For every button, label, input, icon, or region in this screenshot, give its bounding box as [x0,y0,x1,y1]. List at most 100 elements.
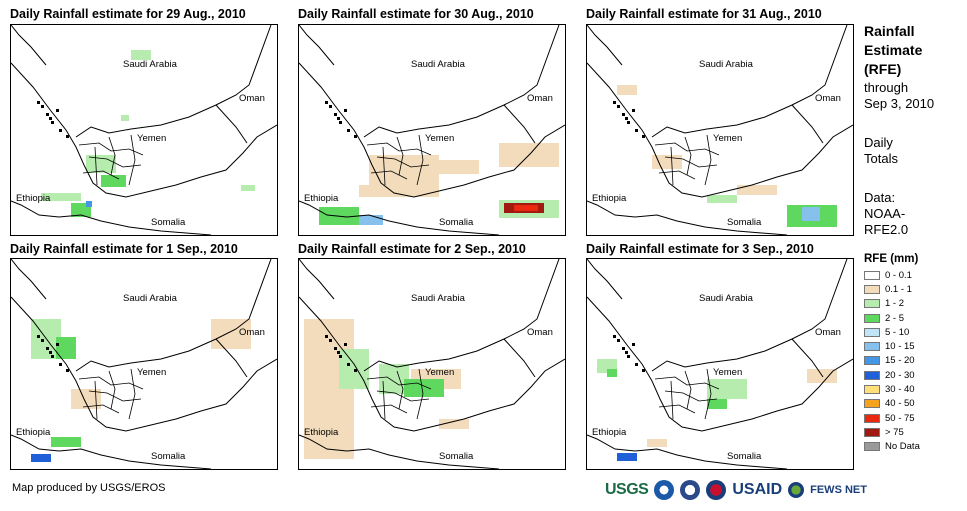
legend-item: > 75 [864,425,920,439]
country-label-oman: Oman [527,93,553,104]
panel-title: Daily Rainfall estimate for 2 Sep., 2010 [298,242,526,256]
country-label-saudi: Saudi Arabia [411,293,465,304]
country-label-oman: Oman [527,327,553,338]
doi-seal-icon [680,480,701,500]
legend-label: 1 - 2 [885,298,905,310]
rainfall-map: Saudi Arabia Oman Yemen Ethiopia Somalia [10,258,278,470]
country-label-somalia: Somalia [727,451,762,462]
through-date: through Sep 3, 2010 [864,80,934,112]
country-label-ethiopia: Ethiopia [592,193,627,204]
through-label: through [864,80,909,95]
country-label-oman: Oman [815,93,841,104]
data-source-2: RFE2.0 [864,222,909,237]
rainfall-map: Saudi Arabia Oman Yemen Ethiopia Somalia [298,24,566,236]
panel-title: Daily Rainfall estimate for 30 Aug., 201… [298,7,534,21]
country-label-oman: Oman [815,327,841,338]
data-label: Data: [864,190,896,205]
legend-swatch [864,385,880,395]
panel-title: Daily Rainfall estimate for 31 Aug., 201… [586,7,822,21]
data-source-1: NOAA- [864,206,906,221]
legend-item: 40 - 50 [864,397,920,411]
country-label-yemen: Yemen [137,367,167,378]
country-label-ethiopia: Ethiopia [16,193,51,204]
rfe-legend: RFE (mm) 0 - 0.1 0.1 - 1 1 - 2 2 - 5 5 - 10 1… [864,253,920,454]
legend-item: 2 - 5 [864,311,920,325]
title-line-1: Rainfall [864,23,915,39]
rainfall-map: Saudi Arabia Oman Yemen Ethiopia Somalia [586,258,854,470]
legend-label: 10 - 15 [885,341,915,353]
country-label-yemen: Yemen [425,133,455,144]
panel-title: Daily Rainfall estimate for 1 Sep., 2010 [10,242,238,256]
legend-item: 20 - 30 [864,368,920,382]
legend-item: 50 - 75 [864,411,920,425]
country-label-yemen: Yemen [713,133,743,144]
side-title: Rainfall Estimate (RFE) [864,22,922,79]
usaid-logo: USAID [732,481,783,498]
legend-item: 0.1 - 1 [864,282,920,296]
daily-totals: Daily Totals [864,135,898,167]
country-label-somalia: Somalia [151,217,186,228]
legend-label: 2 - 5 [885,312,905,324]
legend-label: 0.1 - 1 [885,283,912,295]
country-label-saudi: Saudi Arabia [699,293,753,304]
legend-label: 40 - 50 [885,398,915,410]
legend-swatch [864,356,880,366]
fews-net-icon [788,482,805,498]
rainfall-map: Saudi Arabia Oman Yemen Ethiopia Somalia [586,24,854,236]
legend-item: 5 - 10 [864,325,920,339]
legend-label: No Data [885,441,920,453]
country-label-oman: Oman [239,327,265,338]
legend-swatch [864,413,880,423]
totals-label: Totals [864,151,898,166]
legend-swatch [864,299,880,309]
country-label-yemen: Yemen [713,367,743,378]
usgs-logo: USGS [605,481,649,498]
country-label-ethiopia: Ethiopia [16,427,51,438]
rainfall-map: Saudi Arabia Oman Yemen Ethiopia Somalia [10,24,278,236]
legend-label: 5 - 10 [885,326,910,338]
data-source: Data: NOAA- RFE2.0 [864,190,908,238]
legend-item: 15 - 20 [864,354,920,368]
legend-swatch [864,270,880,280]
panel-title: Daily Rainfall estimate for 29 Aug., 201… [10,7,246,21]
country-label-yemen: Yemen [425,367,455,378]
country-label-saudi: Saudi Arabia [123,59,177,70]
legend-swatch [864,342,880,352]
legend-swatch [864,327,880,337]
legend-label: 0 - 0.1 [885,269,912,281]
legend-label: > 75 [885,426,904,438]
legend-swatch [864,399,880,409]
legend-label: 15 - 20 [885,355,915,367]
legend-item: 1 - 2 [864,297,920,311]
country-label-somalia: Somalia [727,217,762,228]
country-label-ethiopia: Ethiopia [304,193,339,204]
country-label-somalia: Somalia [439,217,474,228]
legend-swatch [864,284,880,294]
rainfall-map: Saudi Arabia Oman Yemen Ethiopia Somalia [298,258,566,470]
legend-item: 30 - 40 [864,382,920,396]
legend-swatch [864,442,880,452]
title-line-3: (RFE) [864,61,902,77]
legend-item: No Data [864,440,920,454]
country-label-ethiopia: Ethiopia [592,427,627,438]
legend-swatch [864,313,880,323]
legend-label: 30 - 40 [885,384,915,396]
fews-net-logo: FEWS NET [810,484,867,496]
country-label-ethiopia: Ethiopia [304,427,339,438]
legend-title: RFE (mm) [864,253,919,265]
panel-title: Daily Rainfall estimate for 3 Sep., 2010 [586,242,814,256]
legend-label: 50 - 75 [885,412,915,424]
country-label-yemen: Yemen [137,133,167,144]
country-label-saudi: Saudi Arabia [411,59,465,70]
logo-strip: USGS USAID FEWS NET [605,480,867,500]
country-label-saudi: Saudi Arabia [123,293,177,304]
legend-swatch [864,370,880,380]
through-date-value: Sep 3, 2010 [864,96,935,111]
legend-item: 0 - 0.1 [864,268,920,282]
legend-swatch [864,427,880,437]
country-label-somalia: Somalia [439,451,474,462]
legend-label: 20 - 30 [885,369,915,381]
usaid-seal-icon [706,480,727,500]
map-credit: Map produced by USGS/EROS [12,482,166,494]
daily-label: Daily [864,135,893,150]
